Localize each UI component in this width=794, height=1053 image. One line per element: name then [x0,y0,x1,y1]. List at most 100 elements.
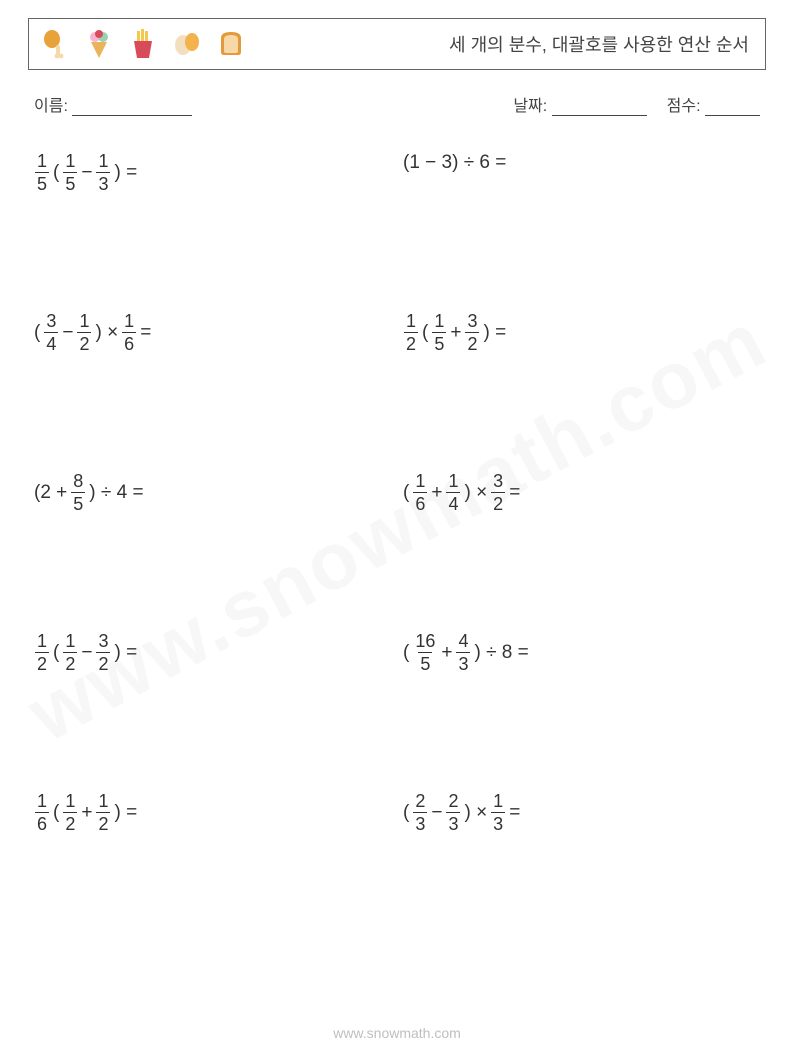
fraction-numerator: 1 [63,152,77,172]
meta-row: 이름: 날짜: 점수: [34,92,760,116]
fraction-numerator: 2 [413,792,427,812]
fraction-numerator: 3 [491,472,505,492]
fraction-denominator: 5 [35,172,49,193]
meta-score: 점수: [667,92,760,116]
expression: (1 − 3) ÷ 6 = [403,152,506,174]
fraction-numerator: 1 [35,152,49,172]
fraction-numerator: 1 [96,792,110,812]
fraction: 16 [35,792,49,833]
fraction-numerator: 8 [71,472,85,492]
expr-text: + [431,482,442,504]
fraction-denominator: 5 [63,172,77,193]
date-blank[interactable] [552,98,647,116]
expr-text: ) = [114,162,137,184]
fraction: 12 [35,632,49,673]
expr-text: − [431,802,442,824]
expr-text: ( [53,642,59,664]
fraction: 16 [413,472,427,513]
expr-text: + [81,802,92,824]
fraction: 12 [63,792,77,833]
fraction-denominator: 4 [446,492,460,513]
expression: (23 − 23) × 13 = [403,792,520,833]
fraction-numerator: 2 [446,792,460,812]
fraction-numerator: 1 [35,632,49,652]
fraction-denominator: 2 [491,492,505,513]
expr-text: ) = [114,802,137,824]
fraction-numerator: 16 [413,632,437,652]
expression: (34 − 12) × 16 = [34,312,151,353]
expression: 12(15 + 32) = [403,312,506,353]
fraction-numerator: 3 [465,312,479,332]
expr-text: (2 + [34,482,67,504]
expr-text: + [450,322,461,344]
expr-text: ) ÷ 8 = [474,642,528,664]
expr-text: ) = [114,642,137,664]
expr-text: + [441,642,452,664]
problem-cell: (165 + 43) ÷ 8 = [397,624,766,784]
fraction-numerator: 1 [446,472,460,492]
fraction-numerator: 1 [35,792,49,812]
fraction: 165 [413,632,437,673]
meta-date: 날짜: [513,92,646,116]
ice-cream-icon [83,28,115,60]
fraction-numerator: 3 [44,312,58,332]
problem-cell: (16 + 14) × 32 = [397,464,766,624]
fraction-numerator: 3 [96,632,110,652]
expr-text: = [140,322,151,344]
fraction-numerator: 1 [491,792,505,812]
expr-text: ( [403,482,409,504]
date-label: 날짜: [513,98,547,115]
score-label: 점수: [667,98,701,115]
worksheet-page: www.snowmath.com 세 개의 분수, 대괄호 [0,0,794,1053]
score-blank[interactable] [705,98,760,116]
fraction-denominator: 5 [432,332,446,353]
fraction-numerator: 4 [456,632,470,652]
bread-icon [215,28,247,60]
fraction-denominator: 5 [71,492,85,513]
expression: (16 + 14) × 32 = [403,472,520,513]
expr-text: ) × [464,482,487,504]
problem-cell: (2 + 85) ÷ 4 = [28,464,397,624]
fraction: 43 [456,632,470,673]
fraction-numerator: 1 [63,632,77,652]
expression: 15(15 − 13) = [34,152,137,193]
fraction: 32 [465,312,479,353]
expr-text: (1 − 3) ÷ 6 = [403,152,506,174]
expression: 12(12 − 32) = [34,632,137,673]
expr-text: − [81,162,92,184]
expr-text: ) × [464,802,487,824]
expr-text: ( [53,802,59,824]
fraction-denominator: 2 [77,332,91,353]
fraction-numerator: 1 [96,152,110,172]
fraction-denominator: 6 [35,812,49,833]
fraction: 12 [96,792,110,833]
expr-text: ) = [483,322,506,344]
meta-name: 이름: [34,92,192,116]
fries-icon [127,28,159,60]
problem-cell: (34 − 12) × 16 = [28,304,397,464]
fraction-numerator: 1 [122,312,136,332]
problem-cell: 15(15 − 13) = [28,144,397,304]
expr-text: = [509,482,520,504]
problem-cell: 16(12 + 12) = [28,784,397,944]
fraction: 14 [446,472,460,513]
fraction-denominator: 3 [96,172,110,193]
expr-text: ( [422,322,428,344]
expr-text: ( [53,162,59,184]
name-label: 이름: [34,92,68,116]
expression: (2 + 85) ÷ 4 = [34,472,144,513]
fraction-numerator: 1 [404,312,418,332]
fraction-denominator: 6 [413,492,427,513]
expr-text: − [62,322,73,344]
fraction: 13 [96,152,110,193]
expression: 16(12 + 12) = [34,792,137,833]
fraction: 15 [63,152,77,193]
footer-url: www.snowmath.com [0,1025,794,1041]
fraction-numerator: 1 [413,472,427,492]
name-blank[interactable] [72,98,192,116]
fraction-denominator: 2 [96,652,110,673]
fraction-denominator: 2 [465,332,479,353]
fraction-denominator: 2 [63,652,77,673]
fraction: 12 [404,312,418,353]
fraction: 15 [432,312,446,353]
